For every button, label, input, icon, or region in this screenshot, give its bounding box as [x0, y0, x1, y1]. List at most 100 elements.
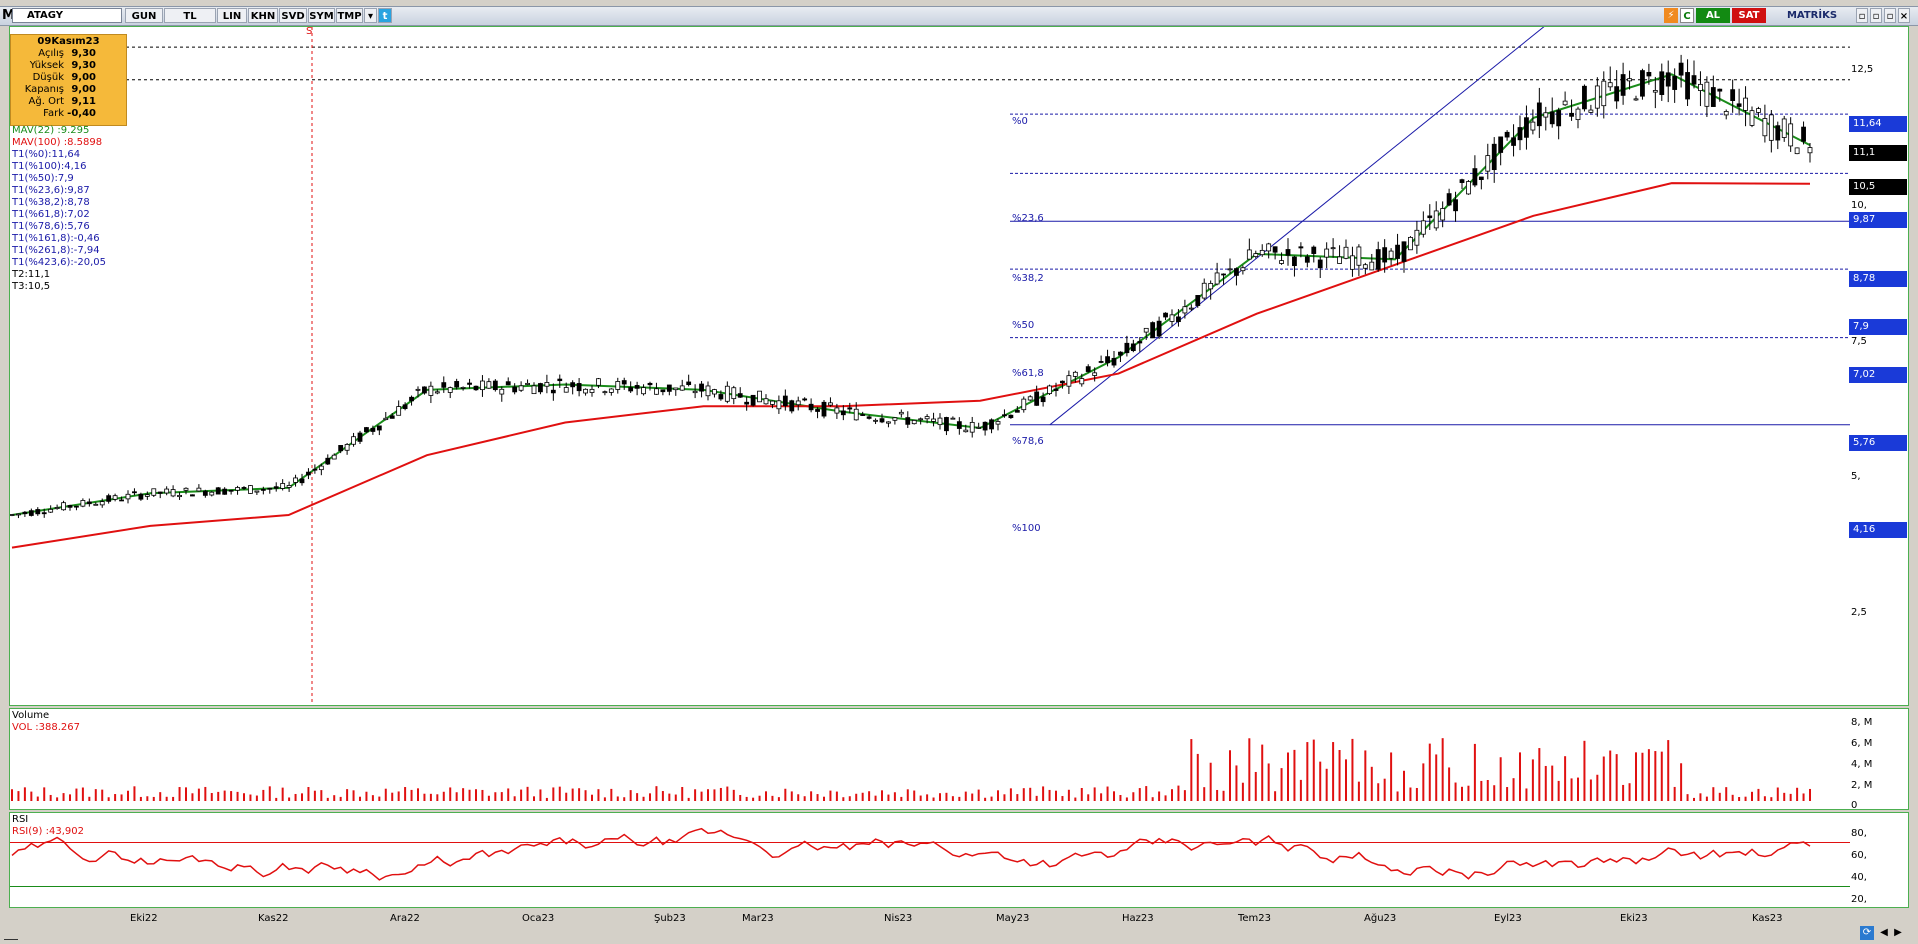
candle-body [583, 388, 588, 394]
candle-body [1156, 320, 1162, 337]
price-axis-label: 5, [1851, 471, 1861, 482]
candle-body [1794, 147, 1800, 155]
candle-body [228, 489, 234, 492]
zoom-icon[interactable]: ⟳ [1860, 926, 1874, 940]
price-panel[interactable] [9, 26, 1909, 706]
fib-tag-100: 4,16 [1849, 522, 1907, 538]
fib-legend-38-2: T1(%38,2):8,78 [12, 197, 90, 208]
window-restore-icon[interactable]: ▫ [1856, 8, 1868, 23]
candle-body [1208, 283, 1214, 290]
candle-body [267, 487, 273, 490]
candle-body [1143, 327, 1149, 333]
fib-legend-78-6: T1(%78,6):5,76 [12, 221, 90, 232]
fib-legend-161-8: T1(%161,8):-0,46 [12, 233, 100, 244]
candle-body [1414, 229, 1420, 246]
candle-body [1594, 85, 1600, 109]
candle-body [164, 488, 170, 494]
twitter-icon[interactable]: t [378, 8, 392, 23]
infobox-row: Ağ. Ort 9,11 [11, 96, 126, 108]
candle-body [1659, 71, 1665, 95]
rsi-legend: RSI RSI(9) :43,902 [12, 814, 84, 838]
fib-legend-50: T1(%50):7,9 [12, 173, 74, 184]
candle-body [795, 400, 801, 406]
candle-body [106, 495, 112, 502]
scale-lin-button[interactable]: LIN [217, 8, 247, 23]
candle-body [828, 402, 833, 406]
candle-body [48, 508, 54, 513]
candle-body [576, 383, 582, 392]
price-axis-label: 2,5 [1851, 607, 1867, 618]
candle-body [866, 416, 872, 419]
candle-body [99, 501, 105, 506]
fib-legend-61-8: T1(%61,8):7,02 [12, 209, 90, 220]
candle-body [1588, 109, 1594, 113]
x-axis-label: Tem23 [1238, 913, 1272, 924]
refresh-icon[interactable]: C [1680, 8, 1694, 23]
candle-body [61, 502, 66, 511]
volume-panel[interactable] [9, 708, 1909, 810]
dropdown-arrow-icon[interactable]: ▾ [364, 8, 377, 23]
candle-body [750, 394, 756, 406]
buy-button[interactable]: AL [1696, 8, 1730, 23]
candle-body [692, 390, 698, 394]
candle-body [1259, 249, 1265, 256]
candle-body [995, 421, 1001, 425]
candle-body [538, 383, 543, 393]
window-close-icon[interactable]: × [1898, 8, 1910, 23]
rsi-axis-label: 80, [1851, 828, 1867, 839]
rsi-panel[interactable] [9, 812, 1909, 908]
candle-body [1678, 62, 1684, 76]
candle-body [1627, 78, 1632, 82]
candle-body [1395, 244, 1400, 259]
candle-body [351, 436, 356, 445]
tmp-button[interactable]: TMP [336, 8, 363, 23]
candle-body [1781, 118, 1787, 138]
window-maximize-icon[interactable]: ▫ [1884, 8, 1896, 23]
scroll-next-icon[interactable]: ▶ [1894, 927, 1902, 938]
candle-body [596, 378, 601, 386]
candle-body [608, 388, 614, 393]
rsi-chart[interactable] [10, 813, 1908, 907]
svd-button[interactable]: SVD [279, 8, 307, 23]
candle-body [28, 510, 34, 516]
candle-body [396, 406, 402, 416]
x-axis-label: Şub23 [654, 913, 686, 924]
brand-label: MATRİKS [1786, 10, 1838, 21]
fib-label-23-6: %23,6 [1012, 213, 1044, 224]
scroll-left-icon[interactable] [4, 929, 18, 940]
scroll-prev-icon[interactable]: ◀ [1880, 927, 1888, 938]
period-gun-button[interactable]: GUN [125, 8, 163, 23]
t3-legend: T3:10,5 [12, 281, 51, 292]
candle-body [125, 493, 131, 500]
khn-button[interactable]: KHN [248, 8, 278, 23]
candle-body [1079, 378, 1085, 385]
candle-body [1614, 86, 1620, 102]
candle-body [1704, 81, 1710, 107]
candle-body [1736, 103, 1742, 107]
candle-body [1524, 117, 1529, 138]
candle-body [1730, 89, 1736, 101]
candle-body [1427, 215, 1433, 219]
sell-button[interactable]: SAT [1732, 8, 1766, 23]
candle-body [1124, 342, 1130, 354]
candle-body [1266, 243, 1272, 252]
volume-chart[interactable] [10, 709, 1908, 809]
candle-body [196, 487, 202, 492]
currency-tl-button[interactable]: TL [164, 8, 216, 23]
window-minimize-icon[interactable]: ▫ [1870, 8, 1882, 23]
alert-icon[interactable]: ⚡ [1664, 8, 1678, 23]
symbol-input[interactable]: ATAGY [12, 8, 122, 23]
candle-body [950, 417, 956, 420]
price-chart[interactable] [10, 27, 1908, 705]
candle-body [357, 432, 363, 442]
candle-body [112, 495, 118, 500]
candle-body [898, 411, 904, 415]
rsi-line [11, 827, 1811, 881]
fib-legend-0: T1(%0):11,64 [12, 149, 81, 160]
infobox-value: 9,00 [71, 72, 96, 83]
candle-body [905, 417, 911, 425]
sym-button[interactable]: SYM [308, 8, 335, 23]
candle-body [776, 400, 782, 410]
candle-body [1607, 82, 1613, 88]
x-axis-label: Ağu23 [1364, 913, 1397, 924]
